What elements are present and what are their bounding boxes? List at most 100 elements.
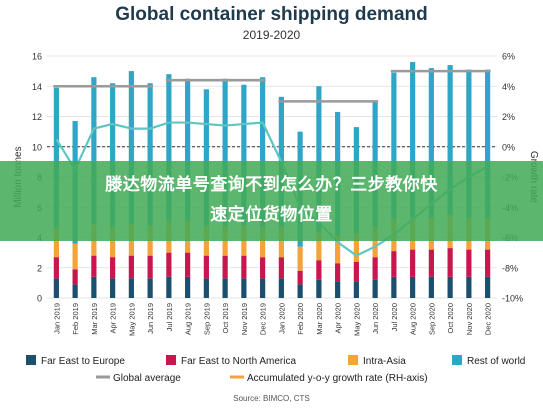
bar-segment: [485, 69, 491, 218]
bar-segment: [147, 83, 153, 226]
bar-segment: [466, 249, 472, 277]
legend-label: Intra-Asia: [363, 356, 406, 367]
bar-segment: [260, 257, 266, 279]
bar-segment: [410, 62, 416, 218]
legend-swatch: [348, 355, 358, 365]
legend-swatch: [452, 355, 462, 365]
chart-title: Global container shipping demand: [115, 4, 428, 25]
bar-segment: [222, 78, 228, 226]
bar-segment: [128, 278, 134, 298]
x-tick-label: Mar 2020: [315, 303, 324, 335]
bar-segment: [203, 278, 209, 298]
x-tick-label: Jan 2019: [52, 303, 61, 334]
x-tick-label: Dec 2020: [484, 303, 493, 335]
overlay-banner: [0, 161, 543, 241]
x-tick-label: Feb 2019: [71, 303, 80, 335]
bar-segment: [278, 257, 284, 279]
bar-segment: [185, 78, 191, 221]
bar-segment: [72, 269, 78, 285]
bar-segment: [260, 77, 266, 227]
x-tick-label: Jul 2020: [390, 303, 399, 331]
bar-segment: [391, 276, 397, 298]
bar-segment: [278, 278, 284, 298]
y2-tick-label: 0%: [502, 142, 515, 152]
bar-segment: [410, 249, 416, 277]
bar-segment: [110, 257, 116, 279]
bar-segment: [222, 278, 228, 298]
chart-subtitle: 2019-2020: [242, 28, 301, 42]
x-tick-label: Oct 2019: [221, 303, 230, 333]
y-tick-label: 2: [37, 263, 42, 273]
bar-segment: [128, 255, 134, 279]
legend-label: Accumulated y-o-y growth rate (RH-axis): [247, 373, 428, 384]
bar-segment: [203, 89, 209, 226]
legend-label: Global average: [113, 373, 181, 384]
bar-segment: [372, 279, 378, 298]
bar-segment: [316, 279, 322, 298]
y2-tick-label: -8%: [502, 263, 518, 273]
bar-segment: [335, 263, 341, 282]
bar-segment: [110, 83, 116, 227]
x-tick-label: Jun 2020: [371, 303, 380, 334]
bar-segment: [316, 260, 322, 280]
bar-segment: [447, 248, 453, 277]
bar-segment: [166, 276, 172, 298]
bar-segment: [466, 276, 472, 298]
x-tick-label: Nov 2020: [465, 303, 474, 335]
x-tick-label: Feb 2020: [296, 303, 305, 335]
bar-segment: [447, 276, 453, 298]
source-note: Source: BIMCO, CTS: [233, 394, 310, 403]
x-tick-label: Jan 2020: [277, 303, 286, 334]
y-tick-label: 10: [32, 142, 42, 152]
x-tick-label: Sep 2020: [427, 303, 436, 335]
bar-segment: [297, 270, 303, 285]
bar-segment: [485, 249, 491, 277]
x-tick-label: Mar 2019: [90, 303, 99, 335]
bar-segment: [260, 278, 266, 298]
bar-segment: [110, 226, 116, 258]
bar-segment: [128, 71, 134, 224]
x-tick-label: Oct 2020: [446, 303, 455, 333]
bar-segment: [241, 278, 247, 298]
x-tick-label: Aug 2019: [184, 303, 193, 335]
bar-segment: [428, 276, 434, 298]
bar-segment: [241, 255, 247, 279]
bar-segment: [372, 257, 378, 280]
bar-segment: [316, 231, 322, 261]
y2-tick-label: 4%: [502, 82, 515, 92]
x-tick-label: Apr 2019: [109, 303, 118, 333]
bar-segment: [147, 255, 153, 279]
bar-segment: [147, 278, 153, 298]
x-tick-label: Aug 2020: [409, 303, 418, 335]
bar-segment: [353, 261, 359, 282]
bar-segment: [297, 246, 303, 271]
x-tick-label: Dec 2019: [259, 303, 268, 335]
bar-segment: [91, 255, 97, 277]
bar-segment: [53, 278, 59, 298]
bar-segment: [316, 86, 322, 232]
bar-segment: [91, 276, 97, 298]
bar-segment: [410, 276, 416, 298]
bar-segment: [222, 255, 228, 279]
legend-label: Rest of world: [467, 356, 525, 367]
bar-segment: [185, 276, 191, 298]
legend-label: Far East to North America: [181, 356, 296, 367]
bar-segment: [72, 284, 78, 298]
bar-segment: [72, 243, 78, 270]
bar-segment: [372, 226, 378, 258]
bar-segment: [166, 252, 172, 277]
y-tick-label: 12: [32, 112, 42, 122]
y2-tick-label: 2%: [502, 112, 515, 122]
bar-segment: [353, 232, 359, 262]
bar-segment: [203, 255, 209, 279]
bar-segment: [447, 65, 453, 215]
bar-segment: [297, 284, 303, 298]
bar-segment: [335, 235, 341, 264]
bar-segment: [166, 74, 172, 221]
bar-segment: [428, 68, 434, 218]
bar-segment: [260, 226, 266, 258]
banner-line-1: 滕达物流单号查询不到怎么办？三步教你快: [105, 175, 438, 195]
bar-segment: [391, 251, 397, 277]
